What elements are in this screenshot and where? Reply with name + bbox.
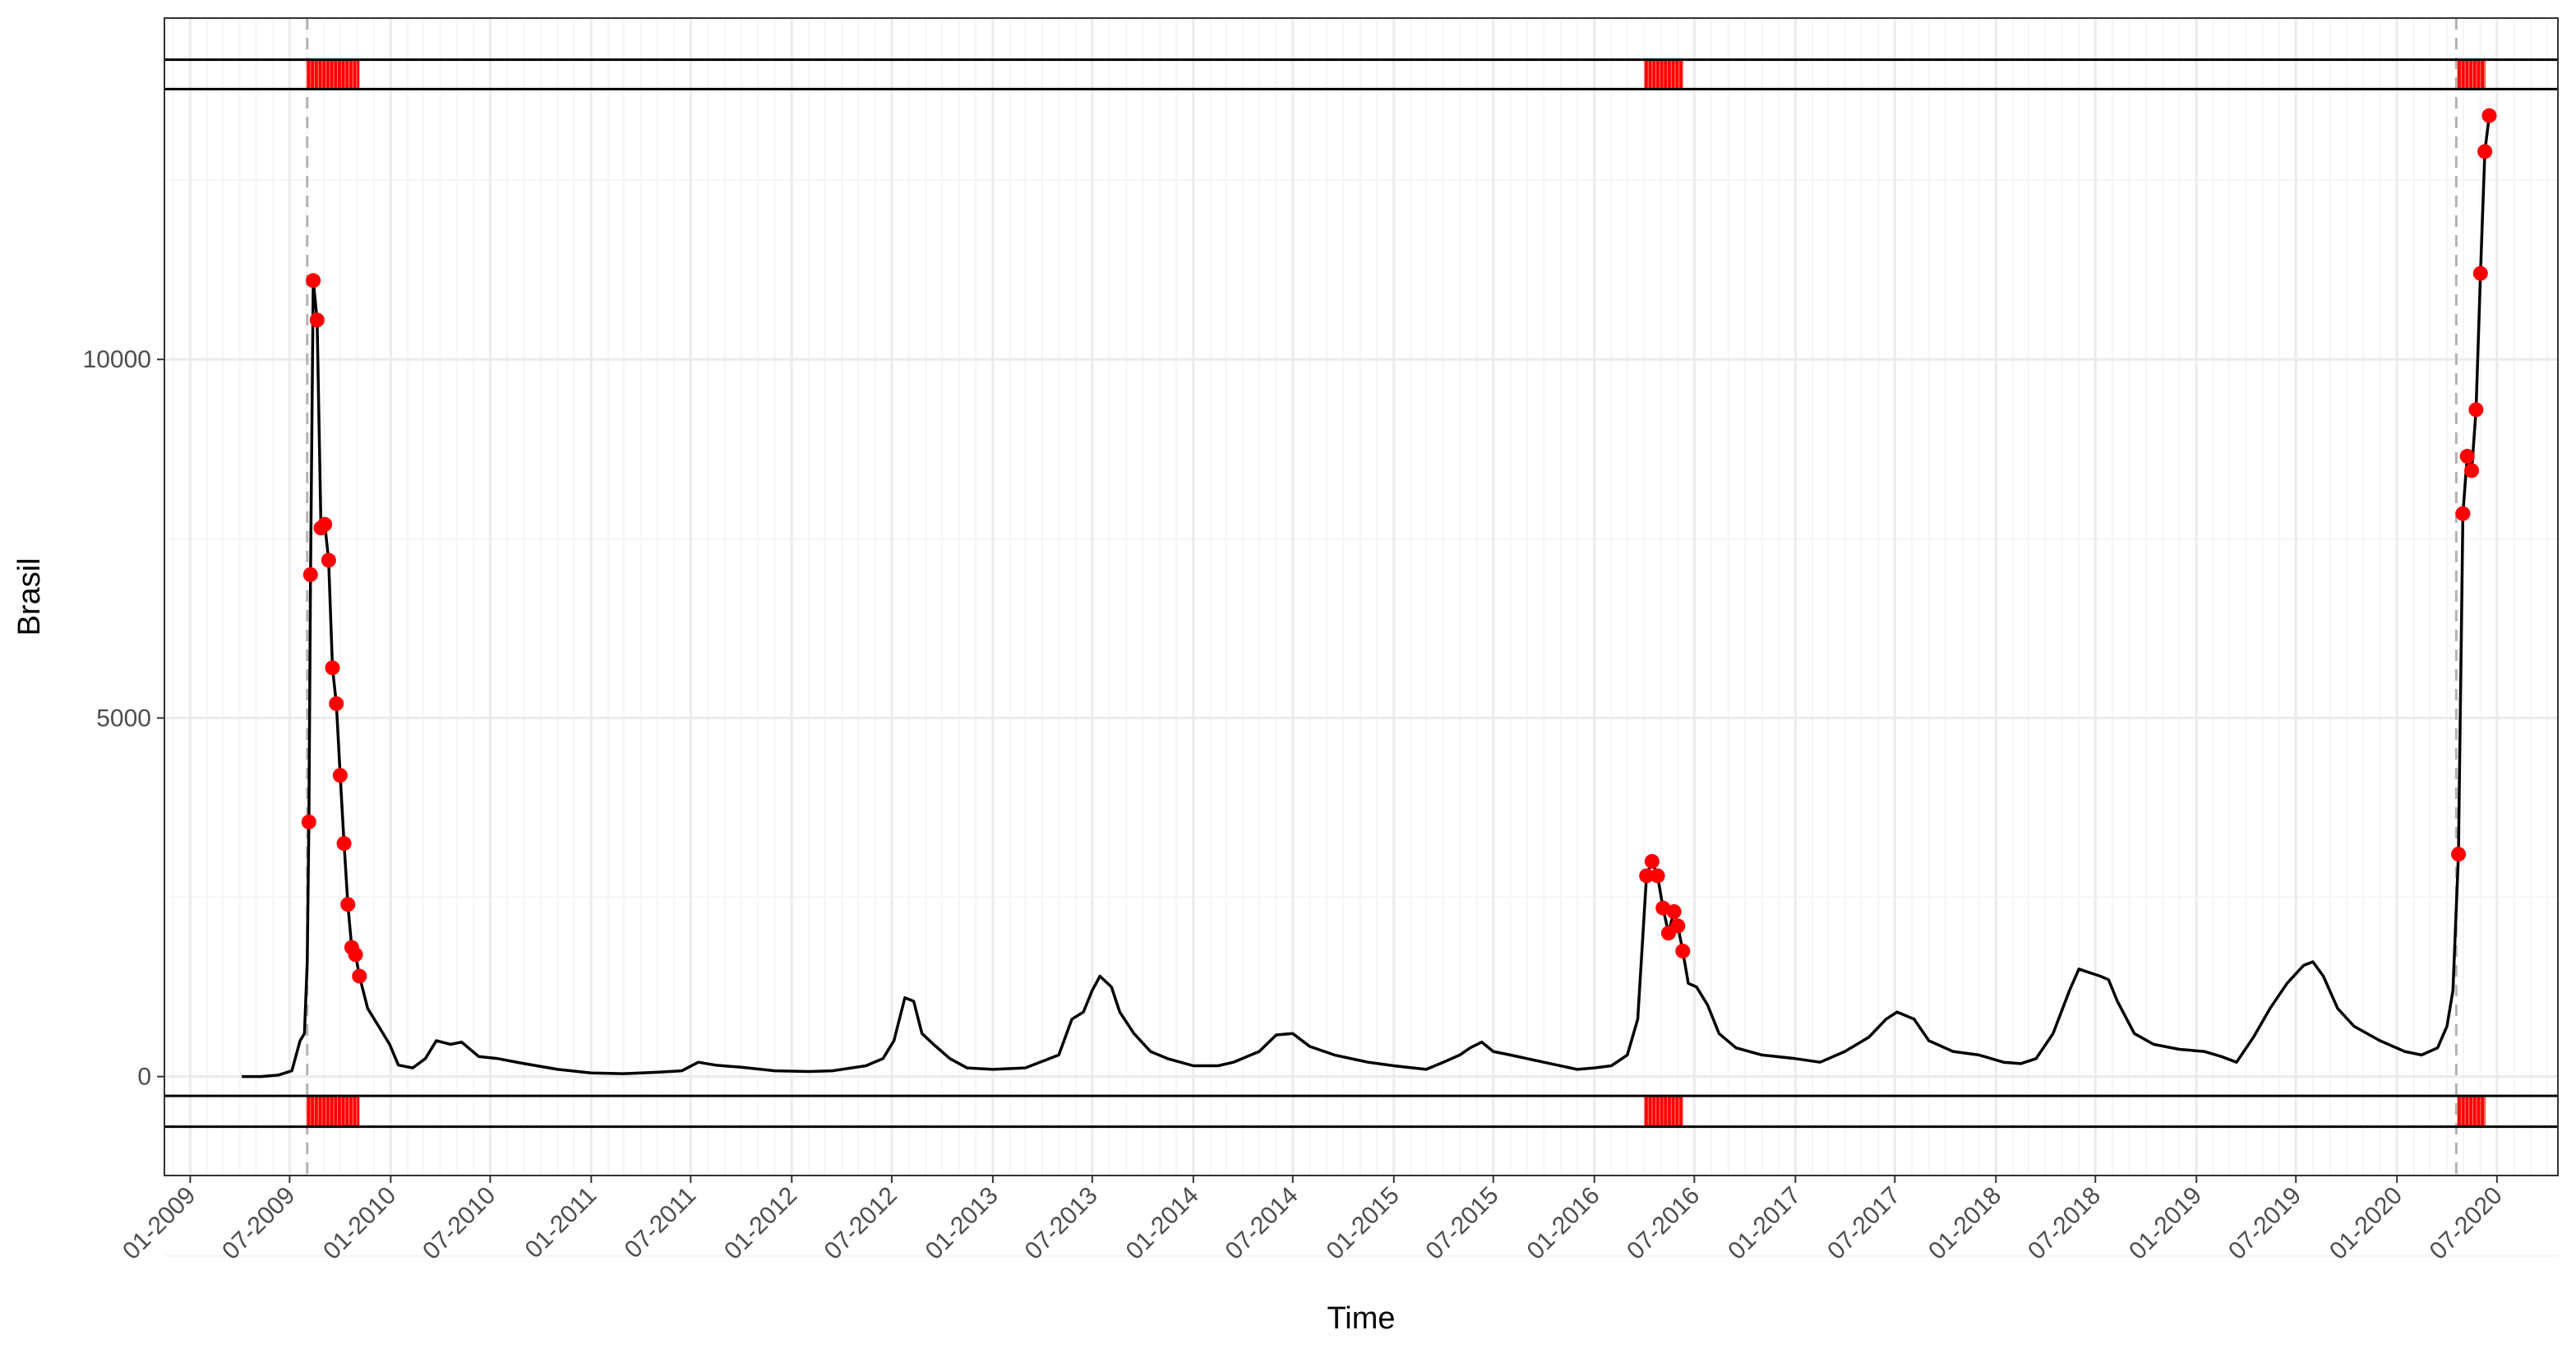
minor-grid [164, 18, 2558, 1257]
highlighted-point [1666, 903, 1682, 919]
highlighted-point [352, 968, 367, 984]
reference-lines [306, 18, 2458, 1176]
y-axis-title: Brasil [12, 557, 47, 635]
highlighted-point [2477, 144, 2493, 159]
highlighted-point [2464, 463, 2480, 478]
highlighted-point [2459, 449, 2475, 464]
x-axis-title: Time [1327, 1301, 1395, 1336]
highlighted-point [325, 660, 340, 676]
highlighted-point [1670, 918, 1686, 934]
highlight-bands [164, 58, 2558, 1129]
highlighted-point [1644, 853, 1660, 869]
major-grid [164, 18, 2558, 1176]
y-tick-label: 10000 [83, 346, 151, 373]
highlighted-points [301, 108, 2497, 984]
highlighted-point [2468, 402, 2484, 418]
highlighted-point [1650, 868, 1665, 884]
highlighted-point [340, 897, 356, 912]
highlighted-point [301, 814, 316, 829]
highlighted-point [2455, 506, 2471, 521]
highlighted-point [2472, 266, 2488, 281]
highlighted-point [302, 566, 318, 582]
series-line [242, 115, 2491, 1079]
highlighted-point [317, 516, 333, 532]
highlighted-point [1639, 868, 1655, 884]
highlighted-point [332, 768, 348, 783]
highlighted-point [348, 947, 363, 963]
highlighted-point [2451, 847, 2467, 862]
y-tick-label: 5000 [96, 704, 151, 732]
panel-border [164, 17, 2559, 1176]
highlight-period-bottom [307, 1096, 360, 1127]
y-tick-label: 0 [137, 1064, 151, 1091]
highlighted-point [329, 695, 344, 711]
highlight-period-top [307, 59, 360, 90]
highlighted-point [336, 836, 352, 852]
highlighted-point [309, 312, 325, 328]
series-layer [242, 115, 2491, 1079]
y-axis: 0 5000 10000 [83, 346, 164, 1091]
highlighted-point [2481, 108, 2497, 123]
highlighted-point [306, 273, 321, 289]
highlighted-point [321, 552, 336, 568]
highlighted-point [1675, 943, 1691, 958]
